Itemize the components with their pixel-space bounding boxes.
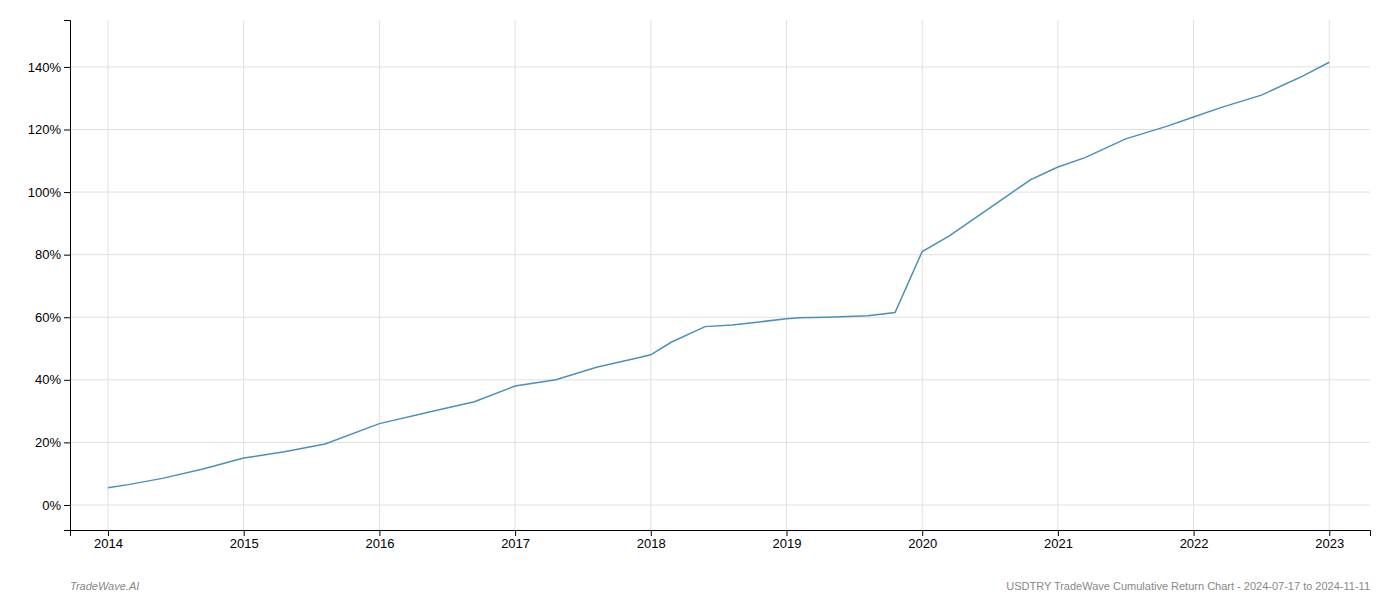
y-tick-mark	[64, 442, 70, 443]
y-tick: 20%	[35, 435, 70, 450]
x-tick: 2020	[908, 530, 937, 551]
y-tick-label: 20%	[35, 435, 61, 450]
y-tick: 0%	[42, 498, 70, 513]
y-tick-label: 140%	[28, 60, 62, 75]
y-tick-label: 40%	[35, 372, 61, 387]
y-tick-mark	[64, 317, 70, 318]
x-tick-label: 2020	[908, 536, 937, 551]
y-tick-mark	[64, 505, 70, 506]
grid-line-x	[1193, 20, 1194, 530]
x-tick-mark	[244, 530, 245, 536]
x-tick-label: 2015	[230, 536, 259, 551]
x-tick-label: 2023	[1315, 536, 1344, 551]
grid	[70, 20, 1370, 530]
x-axis: 2014 2015 2016 2017 2018 2019 2020 2021 2022 2023	[71, 530, 1371, 551]
x-tick-label: 2021	[1044, 536, 1073, 551]
y-axis: 0% 20% 40% 60% 80% 100% 120% 140%	[28, 21, 71, 531]
grid-line-x	[1329, 20, 1330, 530]
x-tick: 2014	[94, 530, 123, 551]
grid-line-y	[70, 442, 1370, 443]
grid-line-y	[70, 504, 1370, 505]
x-tick-mark	[1194, 530, 1195, 536]
x-tick-mark	[1058, 530, 1059, 536]
y-tick: 60%	[35, 310, 70, 325]
grid-line-y	[70, 317, 1370, 318]
grid-line-x	[107, 20, 108, 530]
y-tick: 100%	[28, 185, 70, 200]
grid-line-y	[70, 192, 1370, 193]
footer-text: TradeWave.AI	[70, 580, 139, 592]
footer: TradeWave.AI USDTRY TradeWave Cumulative …	[70, 580, 1370, 592]
x-tick-label: 2022	[1180, 536, 1209, 551]
grid-line-y	[70, 379, 1370, 380]
y-tick-label: 0%	[42, 498, 61, 513]
x-tick-mark	[379, 530, 380, 536]
x-tick-label: 2014	[94, 536, 123, 551]
y-tick-label: 60%	[35, 310, 61, 325]
x-tick: 2022	[1180, 530, 1209, 551]
line	[108, 62, 1329, 488]
x-tick-mark	[515, 530, 516, 536]
y-axis-line	[64, 21, 71, 531]
x-tick: 2021	[1044, 530, 1073, 551]
y-tick-mark	[64, 130, 70, 131]
chart: 2014 2015 2016 2017 2018 2019 2020 2021 2022 2023…	[0, 0, 1400, 600]
x-tick-mark	[922, 530, 923, 536]
y-tick-mark	[64, 192, 70, 193]
x-tick: 2016	[365, 530, 394, 551]
x-tick-label: 2018	[637, 536, 666, 551]
grid-line-x	[786, 20, 787, 530]
x-tick-label: 2017	[501, 536, 530, 551]
y-tick: 40%	[35, 372, 70, 387]
x-tick-label: 2019	[773, 536, 802, 551]
y-tick-label: 100%	[28, 185, 62, 200]
grid-line-y	[70, 129, 1370, 130]
grid-line-x	[243, 20, 244, 530]
grid-line-y	[70, 254, 1370, 255]
y-tick: 80%	[35, 247, 70, 262]
x-tick: 2017	[501, 530, 530, 551]
footer-text: USDTRY TradeWave Cumulative Return Chart…	[1006, 580, 1370, 592]
plot-area	[108, 62, 1329, 488]
grid-line-x	[379, 20, 380, 530]
x-axis-line	[71, 531, 1371, 537]
x-tick-mark	[108, 530, 109, 536]
x-tick: 2018	[637, 530, 666, 551]
y-tick-mark	[64, 67, 70, 68]
grid-line-y	[70, 66, 1370, 67]
x-tick: 2019	[773, 530, 802, 551]
y-tick: 120%	[28, 122, 70, 137]
y-tick-label: 80%	[35, 247, 61, 262]
grid-line-x	[922, 20, 923, 530]
x-tick-mark	[786, 530, 787, 536]
y-tick-mark	[64, 255, 70, 256]
y-tick-mark	[64, 380, 70, 381]
x-tick-mark	[1329, 530, 1330, 536]
y-tick-label: 120%	[28, 122, 62, 137]
grid-line-x	[515, 20, 516, 530]
x-tick: 2015	[230, 530, 259, 551]
grid-line-x	[1057, 20, 1058, 530]
y-tick: 140%	[28, 60, 70, 75]
x-tick: 2023	[1315, 530, 1344, 551]
x-tick-label: 2016	[365, 536, 394, 551]
x-tick-mark	[651, 530, 652, 536]
grid-line-x	[650, 20, 651, 530]
